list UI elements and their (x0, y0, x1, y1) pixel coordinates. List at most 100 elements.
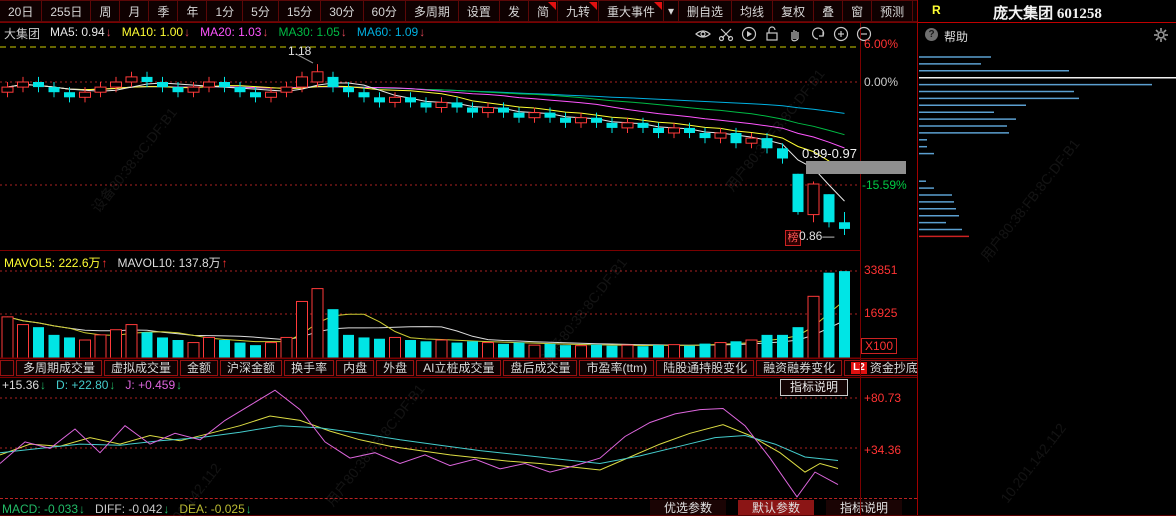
panel-header: R 庞大集团 601258 (918, 0, 1176, 23)
period-button-11[interactable]: 多周期 (404, 0, 459, 22)
param-button-2[interactable]: 指标说明 (826, 500, 903, 516)
period-button-9[interactable]: 30分 (320, 0, 364, 22)
play-icon[interactable] (741, 26, 757, 42)
period-button-7[interactable]: 5分 (242, 0, 279, 22)
period-button-6[interactable]: 1分 (206, 0, 244, 22)
ma-legend-item-2: MA10: 1.00↓ (121, 25, 191, 39)
ma-legend: 大集团 MA5: 0.94↓ MA10: 1.00↓ MA20: 1.03↓ MA30:… (4, 25, 425, 42)
macd-legend-item-2: DEA: -0.025↓ (179, 502, 252, 516)
action-button-2[interactable]: 九转 (556, 0, 599, 22)
tab-12[interactable]: L2 资金抄底 (844, 360, 917, 376)
tab-3[interactable]: 沪深金额 (220, 360, 283, 376)
macd-legend: MACD: -0.033↓ DIFF: -0.042↓ DEA: -0.025↓ (2, 502, 252, 516)
period-button-1[interactable]: 255日 (41, 0, 92, 22)
kdj-legend-item-2: J: +0.459↓ (125, 378, 183, 392)
macd-legend-item-1: DIFF: -0.042↓ (95, 502, 170, 516)
volume-profile-chart[interactable] (918, 45, 1176, 260)
ma-legend-item-1: MA5: 0.94↓ (50, 25, 112, 39)
period-button-0[interactable]: 20日 (0, 0, 43, 22)
period-button-5[interactable]: 年 (177, 0, 208, 22)
kdj-axis-1: +80.73 (864, 391, 902, 405)
eye-icon[interactable] (695, 26, 711, 42)
action-button-3-caret[interactable]: ▾ (663, 0, 680, 22)
undo-icon[interactable] (810, 26, 826, 42)
indicator-tabbar: 多周期成交量 虚拟成交量 金额 沪深金额 换手率 内盘 外盘 AI立桩成交量 盘后成交量 市盈率(… (0, 358, 917, 378)
pct-axis-0: 0.00% (864, 75, 899, 89)
tab-2[interactable]: 金额 (180, 360, 219, 376)
pct-axis-6: 6.00% (864, 37, 899, 51)
action-button-9[interactable]: 预测 (871, 0, 914, 22)
action-button-7[interactable]: 叠 (813, 0, 844, 22)
kdj-axis-2: +34.36 (864, 443, 902, 457)
scissors-icon[interactable] (718, 26, 734, 42)
tab-1[interactable]: 虚拟成交量 (104, 360, 179, 376)
mavol-legend-item-1: MAVOL10: 137.8万↑ (117, 256, 228, 270)
param-buttons: 优选参数 默认参数 指标说明 (650, 500, 903, 516)
period-button-2[interactable]: 周 (90, 0, 121, 22)
action-button-8[interactable]: 窗 (842, 0, 873, 22)
lock-icon[interactable] (764, 26, 780, 42)
tab-6[interactable]: 外盘 (376, 360, 415, 376)
action-button-5[interactable]: 均线 (731, 0, 774, 22)
kline-chart[interactable] (0, 22, 860, 250)
vol-axis-1: 33851 (864, 263, 898, 277)
kdj-chart[interactable] (0, 376, 860, 498)
gear-icon[interactable] (1154, 28, 1168, 42)
zoom-out-icon[interactable] (856, 26, 872, 42)
tab-5[interactable]: 内盘 (336, 360, 375, 376)
period-button-8[interactable]: 15分 (277, 0, 322, 22)
low-price-annotation: 0.86— (799, 229, 835, 243)
chart-toolbar-icons (695, 26, 872, 42)
indicator-explain-button[interactable]: 指标说明 (780, 379, 849, 396)
macd-legend-item-0: MACD: -0.033↓ (2, 502, 86, 516)
tab-11[interactable]: 融资融券变化 (756, 360, 843, 376)
action-button-1[interactable]: 简 (527, 0, 558, 22)
param-button-0[interactable]: 优选参数 (650, 500, 727, 516)
help-label[interactable]: 帮助 (944, 30, 969, 44)
period-button-12[interactable]: 设置 (457, 0, 500, 22)
tab-0[interactable]: 多周期成交量 (16, 360, 103, 376)
tab-4[interactable]: 换手率 (284, 360, 335, 376)
mavol-legend-item-0: MAVOL5: 222.6万↑ (4, 256, 108, 270)
kdj-legend: +15.36↓ D: +22.80↓ J: +0.459↓ (2, 378, 182, 392)
pct-axis-neg: -15.59% (862, 178, 907, 192)
mavol-legend: MAVOL5: 222.6万↑ MAVOL10: 137.8万↑ (4, 254, 228, 271)
action-button-10[interactable]: 更多 (912, 0, 917, 22)
margin-marker: R (932, 3, 941, 17)
tab-8[interactable]: 盘后成交量 (503, 360, 578, 376)
tab-7[interactable]: AI立桩成交量 (416, 360, 502, 376)
kdj-legend-item-0: +15.36↓ (2, 378, 47, 392)
kdj-legend-item-1: D: +22.80↓ (56, 378, 116, 392)
period-button-4[interactable]: 季 (148, 0, 179, 22)
ma-legend-item-3: MA20: 1.03↓ (200, 25, 269, 39)
help-icon[interactable]: ? (925, 28, 938, 41)
chart-right-border (860, 22, 861, 516)
volume-pane: MAVOL5: 222.6万↑ MAVOL10: 137.8万↑ (0, 250, 860, 359)
kdj-pane: +15.36↓ D: +22.80↓ J: +0.459↓ (0, 376, 860, 498)
panel-help-row: ? 帮助 (918, 23, 1176, 47)
action-button-3[interactable]: 重大事件 (597, 0, 664, 22)
ma-legend-item-5: MA60: 1.09↓ (356, 25, 426, 39)
hand-icon[interactable] (787, 26, 803, 42)
right-panel: R 庞大集团 601258 ? 帮助 (917, 0, 1176, 516)
action-button-0[interactable]: 发 (498, 0, 529, 22)
period-toolbar: 20日 255日周月季年 1分 5分 15分 30分 60分 多周期 设置 (0, 0, 500, 22)
zoom-in-icon[interactable] (833, 26, 849, 42)
period-button-10[interactable]: 60分 (362, 0, 406, 22)
gap-price-annotation: 0.99-0.97 (802, 146, 857, 161)
tab-9[interactable]: 市盈率(ttm) (579, 360, 655, 376)
lhb-badge[interactable]: 榜 (785, 230, 801, 246)
macd-bar: MACD: -0.033↓ DIFF: -0.042↓ DEA: -0.025↓ 优… (0, 498, 917, 516)
period-button-3[interactable]: 月 (119, 0, 150, 22)
tab-10[interactable]: 陆股通持股变化 (656, 360, 755, 376)
vol-axis-unit: X100 (861, 338, 898, 354)
param-button-1[interactable]: 默认参数 (738, 500, 815, 516)
action-button-4[interactable]: 删自选 (678, 0, 733, 22)
tab-clipped[interactable] (0, 360, 14, 376)
ma-legend-item-0: 大集团 (4, 27, 41, 41)
l2-badge: L2 (851, 362, 867, 374)
vol-axis-2: 16925 (864, 306, 898, 320)
action-button-6[interactable]: 复权 (772, 0, 815, 22)
